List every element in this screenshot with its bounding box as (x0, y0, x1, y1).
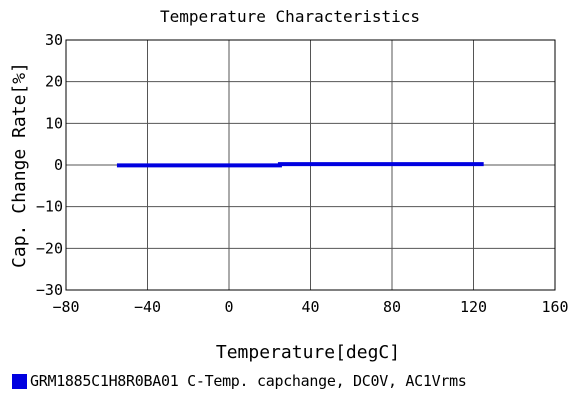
series-layer (116, 162, 484, 168)
y-tick-label: −10 (36, 198, 63, 216)
y-tick-label: −20 (36, 239, 63, 257)
y-tick-label: 20 (45, 73, 63, 91)
y-tick-label: 10 (45, 114, 63, 132)
x-tick-label: 0 (224, 298, 233, 316)
x-tick-labels: −80 −40 0 40 80 120 160 (52, 298, 568, 316)
x-axis-label: Temperature[degC] (216, 342, 400, 363)
x-tick-label: 160 (541, 298, 568, 316)
plot-area (65, 39, 556, 291)
x-tick-label: 40 (301, 298, 319, 316)
x-tick-label: 80 (383, 298, 401, 316)
x-tick-label: 120 (460, 298, 487, 316)
x-tick-label: −40 (134, 298, 161, 316)
legend-label: GRM1885C1H8R0BA01 C-Temp. capchange, DC0… (30, 372, 467, 390)
chart-title: Temperature Characteristics (160, 7, 420, 26)
y-tick-label: 30 (45, 31, 63, 49)
legend-swatch (12, 373, 27, 389)
y-tick-label: 0 (54, 156, 63, 174)
x-tick-label: −80 (52, 298, 79, 316)
series-line (116, 162, 484, 168)
y-axis-label: Cap. Change Rate[%] (9, 62, 30, 268)
y-tick-labels: 30 20 10 0 −10 −20 −30 (36, 31, 63, 299)
legend: GRM1885C1H8R0BA01 C-Temp. capchange, DC0… (12, 372, 467, 390)
y-tick-label: −30 (36, 281, 63, 299)
